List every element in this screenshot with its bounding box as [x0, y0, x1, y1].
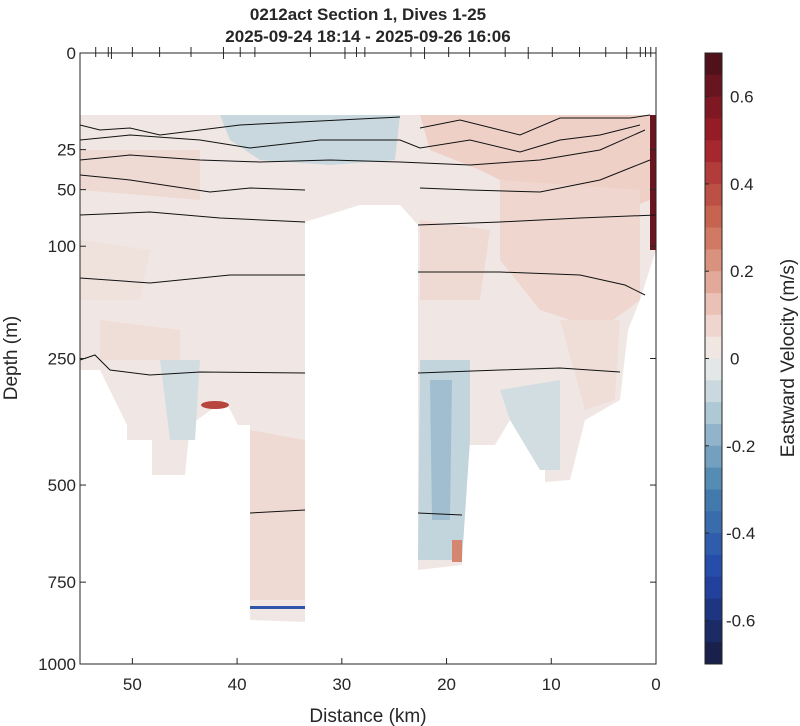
- x-tick-label: 10: [542, 675, 561, 694]
- x-axis: 50 40 30 20 10 0: [123, 658, 661, 694]
- contour-line: [417, 367, 621, 374]
- y-tick-label: 1000: [38, 655, 76, 674]
- colorbar-tick-label: 0.4: [730, 175, 754, 194]
- contour-line: [79, 274, 305, 284]
- velocity-patch: [500, 380, 560, 470]
- y-axis-label: Depth (m): [1, 316, 22, 400]
- velocity-patch: [560, 320, 620, 410]
- x-axis-label: Distance (km): [309, 706, 426, 726]
- contour-line: [79, 129, 646, 166]
- colorbar-band: [705, 620, 722, 643]
- velocity-patch: [100, 320, 180, 360]
- velocity-patch: [420, 220, 490, 300]
- colorbar-tick-label: -0.4: [726, 524, 755, 543]
- velocity-patch: [201, 401, 229, 409]
- velocity-patch: [452, 540, 462, 562]
- velocity-patch: [80, 150, 200, 200]
- y-tick-label: 25: [57, 141, 76, 160]
- colorbar-tick-label: -0.6: [726, 611, 755, 630]
- velocity-field: [80, 115, 656, 622]
- y-axis: 0 25 50 100 250 500 750 1000: [38, 44, 656, 674]
- dive-markers: [95, 47, 657, 59]
- colorbar-band: [705, 445, 722, 469]
- y-tick-label: 250: [48, 350, 76, 369]
- y-tick-label: 500: [48, 476, 76, 495]
- chart-title-line-2: 2025-09-24 18:14 - 2025-09-26 16:06: [225, 27, 510, 46]
- contour-line: [418, 271, 646, 296]
- colorbar-label: Eastward Velocity (m/s): [778, 259, 799, 458]
- x-tick-label: 0: [651, 675, 660, 694]
- velocity-patch: [650, 115, 656, 250]
- velocity-patch: [250, 430, 305, 600]
- y-tick-label: 50: [57, 181, 76, 200]
- velocity-patch: [250, 606, 305, 609]
- colorbar-tick-label: 0.2: [730, 262, 754, 281]
- colorbar-band: [705, 293, 722, 316]
- contour-line: [249, 509, 306, 514]
- colorbar-band: [705, 423, 722, 447]
- contour-line: [419, 114, 651, 136]
- colorbar-band: [705, 227, 722, 250]
- y-tick-label: 750: [48, 573, 76, 592]
- colorbar-band: [705, 53, 722, 76]
- contour-line: [79, 354, 306, 376]
- contour-lines: [79, 114, 657, 516]
- colorbar-band: [705, 576, 722, 600]
- colorbar-band: [705, 467, 722, 490]
- y-tick-label: 100: [48, 237, 76, 256]
- colorbar-band: [705, 402, 722, 425]
- contour-line: [417, 512, 463, 516]
- x-tick-label: 20: [437, 675, 456, 694]
- velocity-patch: [160, 360, 200, 440]
- x-tick-label: 30: [332, 675, 351, 694]
- colorbar-band: [705, 249, 722, 272]
- colorbar-band: [705, 96, 722, 119]
- contour-line: [79, 211, 306, 223]
- colorbar-band: [705, 642, 722, 665]
- y-tick-label: 0: [67, 44, 76, 63]
- contour-line: [417, 214, 657, 226]
- colorbar-band: [705, 598, 722, 621]
- x-tick-label: 50: [123, 675, 142, 694]
- colorbar-band: [705, 489, 722, 512]
- velocity-patch: [220, 115, 400, 165]
- colorbar-band: [705, 74, 722, 98]
- colorbar-band: [705, 118, 722, 141]
- x-tick-label: 40: [228, 675, 247, 694]
- contour-line: [79, 116, 401, 136]
- contour-line: [79, 174, 306, 193]
- velocity-patch: [80, 240, 150, 300]
- chart-title-line-1: 0212act Section 1, Dives 1-25: [250, 5, 486, 24]
- colorbar-band: [705, 533, 722, 556]
- colorbar-band: [705, 162, 722, 185]
- colorbar-band: [705, 314, 722, 338]
- colorbar-band: [705, 511, 722, 534]
- colorbar-band: [705, 554, 722, 578]
- colorbar-band: [705, 336, 722, 359]
- colorbar-band: [705, 358, 722, 381]
- contour-line: [419, 159, 651, 193]
- colorbar-band: [705, 183, 722, 207]
- velocity-patch: [430, 380, 452, 520]
- colorbar-band: [705, 205, 722, 229]
- colorbar-band: [705, 380, 722, 403]
- colorbar: 0.6 0.4 0.2 0 -0.2 -0.4 -0.6: [704, 52, 755, 665]
- contour-line: [79, 124, 641, 153]
- colorbar-tick-label: 0: [730, 350, 739, 369]
- colorbar-tick-label: 0.6: [730, 88, 754, 107]
- colorbar-band: [705, 140, 722, 163]
- colorbar-band: [705, 271, 722, 294]
- colorbar-tick-label: -0.2: [726, 437, 755, 456]
